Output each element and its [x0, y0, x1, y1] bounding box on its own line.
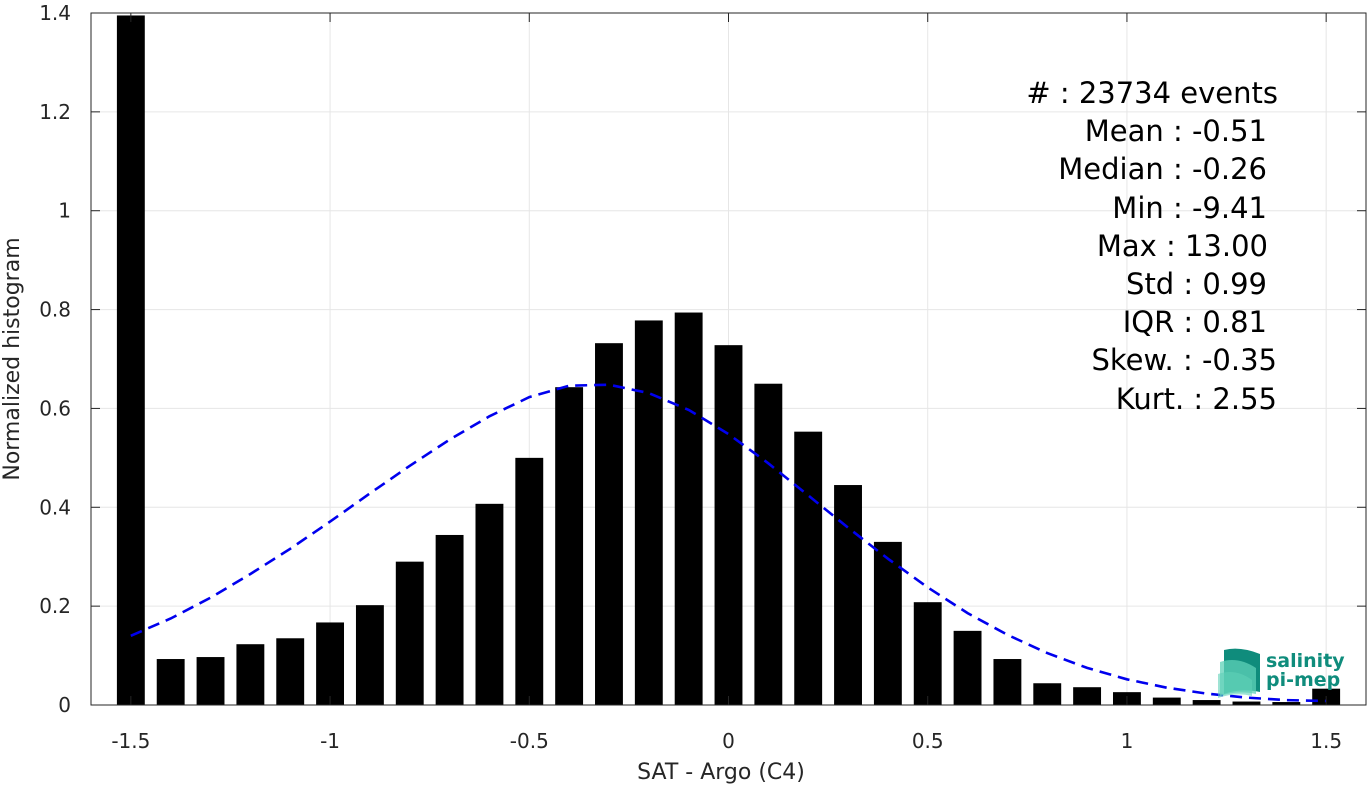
- normal-fit-curve: [130, 383, 1327, 703]
- histogram-bar: [595, 343, 623, 705]
- histogram-bar: [355, 605, 384, 705]
- histogram-bar: [834, 485, 862, 705]
- histogram-bar: [196, 657, 225, 705]
- histogram-bars: [116, 15, 1341, 705]
- histogram-bar: [913, 602, 942, 705]
- y-tick-label: 0.2: [39, 594, 71, 618]
- histogram-bar: [555, 387, 584, 705]
- x-tick-label: -1: [320, 729, 340, 753]
- stat-mean: Mean : -0.51: [1085, 114, 1267, 148]
- y-tick-label: 0: [58, 693, 71, 717]
- histogram-bar: [1272, 702, 1301, 705]
- stat-skew: Skew. : -0.35: [1091, 343, 1277, 377]
- histogram-bar: [1232, 701, 1261, 705]
- stat-median: Median : -0.26: [1058, 152, 1267, 186]
- stat-min: Min : -9.41: [1112, 191, 1267, 225]
- histogram-bar: [953, 630, 982, 705]
- y-tick-label: 1.2: [39, 100, 71, 124]
- wave-logo-icon: [1218, 648, 1260, 698]
- histogram-bar: [634, 320, 663, 705]
- histogram-bar: [156, 659, 185, 705]
- stat-std: Std : 0.99: [1126, 267, 1267, 301]
- x-tick-labels: -1.5 -1 -0.5 0 0.5 1 1.5: [111, 729, 1342, 753]
- x-axis-title: SAT - Argo (C4): [637, 760, 805, 785]
- y-tick-label: 1.4: [39, 1, 71, 25]
- logo-text-salinity: salinity: [1266, 650, 1345, 672]
- histogram-bar: [993, 659, 1022, 705]
- y-tick-label: 0.4: [39, 495, 71, 519]
- x-tick-label: 1.5: [1310, 729, 1342, 753]
- histogram-bar: [515, 457, 544, 705]
- histogram-bar: [1192, 700, 1221, 705]
- stat-count: # : 23734 events: [1026, 76, 1278, 110]
- histogram-bar: [316, 622, 345, 705]
- y-tick-label: 0.8: [39, 298, 71, 322]
- y-axis-title: Normalized histogram: [0, 237, 25, 480]
- histogram-bar: [116, 15, 145, 705]
- stat-iqr: IQR : 0.81: [1123, 305, 1267, 339]
- logo-text-pimep: pi-mep: [1266, 669, 1340, 691]
- histogram-bar: [236, 644, 265, 705]
- x-tick-label: 0.5: [912, 729, 944, 753]
- histogram-bar: [873, 541, 902, 705]
- histogram-bar: [674, 312, 703, 705]
- stats-annotation: # : 23734 events Mean : -0.51 Median : -…: [1026, 76, 1278, 416]
- x-tick-label: -1.5: [111, 729, 150, 753]
- axis-ticks: [91, 12, 1366, 706]
- histogram-bar: [276, 638, 305, 705]
- histogram-bar: [475, 503, 504, 705]
- histogram-bar: [754, 383, 783, 705]
- salinity-pimep-logo: salinity pi-mep: [1218, 648, 1345, 698]
- y-tick-label: 0.6: [39, 396, 71, 420]
- x-tick-label: 1: [1121, 729, 1134, 753]
- histogram-bar: [1152, 697, 1181, 705]
- y-tick-label: 1: [58, 199, 71, 223]
- histogram-bar: [714, 345, 743, 705]
- histogram-bar: [1033, 683, 1062, 705]
- histogram-bar: [435, 534, 464, 705]
- stat-kurt: Kurt. : 2.55: [1116, 382, 1277, 416]
- histogram-bar: [794, 431, 823, 705]
- histogram-bar: [395, 561, 424, 705]
- stat-max: Max : 13.00: [1097, 229, 1268, 263]
- x-tick-label: 0: [722, 729, 735, 753]
- x-tick-label: -0.5: [510, 729, 549, 753]
- y-tick-labels: 0 0.2 0.4 0.6 0.8 1 1.2 1.4: [39, 1, 71, 717]
- histogram-bar: [1073, 687, 1102, 705]
